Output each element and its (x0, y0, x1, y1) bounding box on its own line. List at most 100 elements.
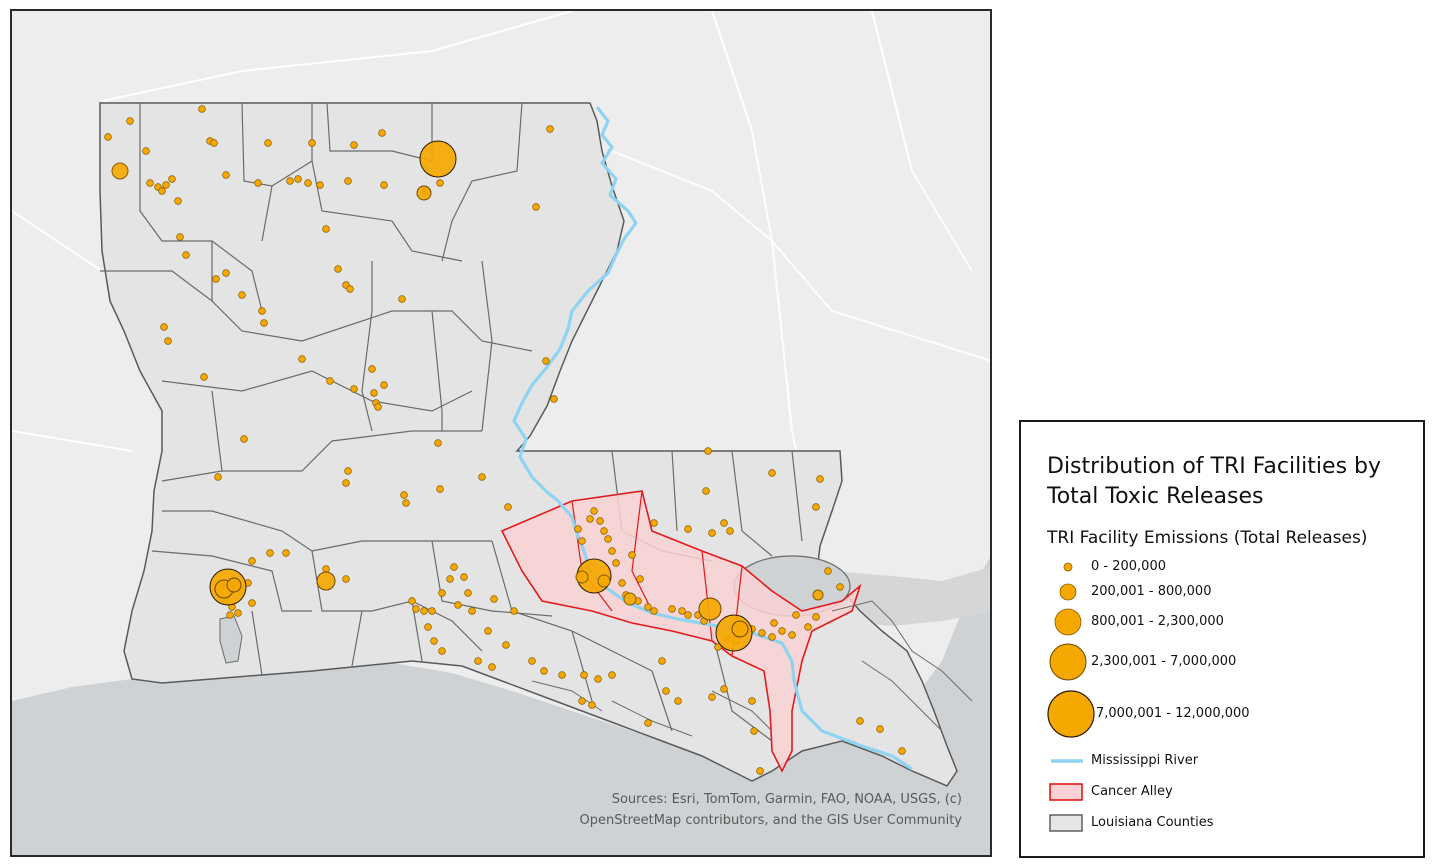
emission-class-label-4: 2,300,001 - 7,000,000 (1091, 654, 1237, 669)
facility-point-large (597, 574, 611, 588)
facility-point (650, 519, 658, 527)
facility-point (174, 197, 182, 205)
emission-class-label-1: 0 - 200,000 (1091, 559, 1166, 574)
facility-point (578, 537, 586, 545)
facility-point (168, 175, 176, 183)
facility-point (528, 657, 536, 665)
facility-point (856, 717, 864, 725)
facility-point (160, 323, 168, 331)
facility-point (594, 675, 602, 683)
facility-point (574, 525, 582, 533)
facility-point (378, 129, 386, 137)
facility-point (756, 767, 764, 775)
facility-point (644, 603, 652, 611)
map-frame[interactable]: Sources: Esri, TomTom, Garmin, FAO, NOAA… (10, 9, 992, 857)
facility-point (436, 179, 444, 187)
facility-point (238, 291, 246, 299)
facility-point (346, 285, 354, 293)
legend-subtitle: TRI Facility Emissions (Total Releases) (1047, 528, 1368, 548)
facility-point (824, 567, 832, 575)
gulf-of-mexico (12, 557, 990, 855)
facility-point (266, 549, 274, 557)
facility-point (264, 139, 272, 147)
facility-point-large (111, 162, 129, 180)
facility-point (768, 469, 776, 477)
facility-point (464, 589, 472, 597)
emission-symbol-class-3 (1054, 608, 1082, 636)
facility-point (316, 181, 324, 189)
facility-point (322, 225, 330, 233)
facility-point (248, 599, 256, 607)
facility-point (546, 125, 554, 133)
facility-point (240, 435, 248, 443)
facility-point (460, 573, 468, 581)
attribution-line-1: Sources: Esri, TomTom, Garmin, FAO, NOAA… (611, 792, 962, 807)
facility-point-large (575, 570, 589, 584)
facility-point (438, 647, 446, 655)
facility-point (350, 141, 358, 149)
facility-point (604, 535, 612, 543)
facility-point-large (419, 140, 457, 178)
facility-point (586, 515, 594, 523)
facility-point (260, 319, 268, 327)
emission-class-label-3: 800,001 - 2,300,000 (1091, 614, 1224, 629)
facility-point (212, 275, 220, 283)
facility-point (254, 179, 262, 187)
facility-point (428, 607, 436, 615)
facility-point (628, 551, 636, 559)
facility-point-large (812, 589, 824, 601)
facility-point (504, 503, 512, 511)
facility-point (816, 475, 824, 483)
facility-point (726, 527, 734, 535)
facility-point (674, 697, 682, 705)
facility-point (222, 171, 230, 179)
facility-point (420, 607, 428, 615)
facility-point (540, 667, 548, 675)
facility-point (370, 389, 378, 397)
facility-point-large (623, 592, 637, 606)
facility-point-large (731, 620, 749, 638)
facility-point (678, 607, 686, 615)
attribution-line-2: OpenStreetMap contributors, and the GIS … (579, 813, 962, 828)
facility-point (704, 447, 712, 455)
facility-point (490, 595, 498, 603)
emission-symbol-class-2 (1059, 583, 1077, 601)
facility-point (450, 563, 458, 571)
facility-point (484, 627, 492, 635)
facility-point (436, 485, 444, 493)
facility-point (286, 177, 294, 185)
map-attribution: Sources: Esri, TomTom, Garmin, FAO, NOAA… (580, 789, 962, 831)
facility-point (380, 381, 388, 389)
facility-point (446, 575, 454, 583)
facility-point (104, 133, 112, 141)
layer-label-mississippi-river: Mississippi River (1091, 753, 1199, 768)
facility-point (326, 377, 334, 385)
facility-point (596, 517, 604, 525)
facility-point (176, 233, 184, 241)
emission-class-label-2: 200,001 - 800,000 (1091, 584, 1212, 599)
facility-point-large (416, 185, 432, 201)
facility-point (350, 385, 358, 393)
facility-point (898, 747, 906, 755)
calcasieu-lake (219, 615, 243, 664)
facility-point (258, 307, 266, 315)
layer-label-louisiana-counties: Louisiana Counties (1091, 815, 1214, 830)
facility-point (200, 373, 208, 381)
facility-point (770, 619, 778, 627)
facility-point (342, 575, 350, 583)
facility-point (532, 203, 540, 211)
facility-point (600, 527, 608, 535)
facility-point (588, 701, 596, 709)
facility-point (474, 657, 482, 665)
facility-point (488, 663, 496, 671)
legend-title: Distribution of TRI Facilities by Total … (1047, 452, 1417, 512)
facility-point (644, 719, 652, 727)
facility-point (248, 557, 256, 565)
legend-title-line-1: Distribution of TRI Facilities by (1047, 454, 1382, 479)
facility-point (298, 355, 306, 363)
facility-point (750, 727, 758, 735)
facility-point (402, 499, 410, 507)
facility-point (424, 623, 432, 631)
map-canvas[interactable] (12, 11, 992, 857)
facility-point (468, 607, 476, 615)
